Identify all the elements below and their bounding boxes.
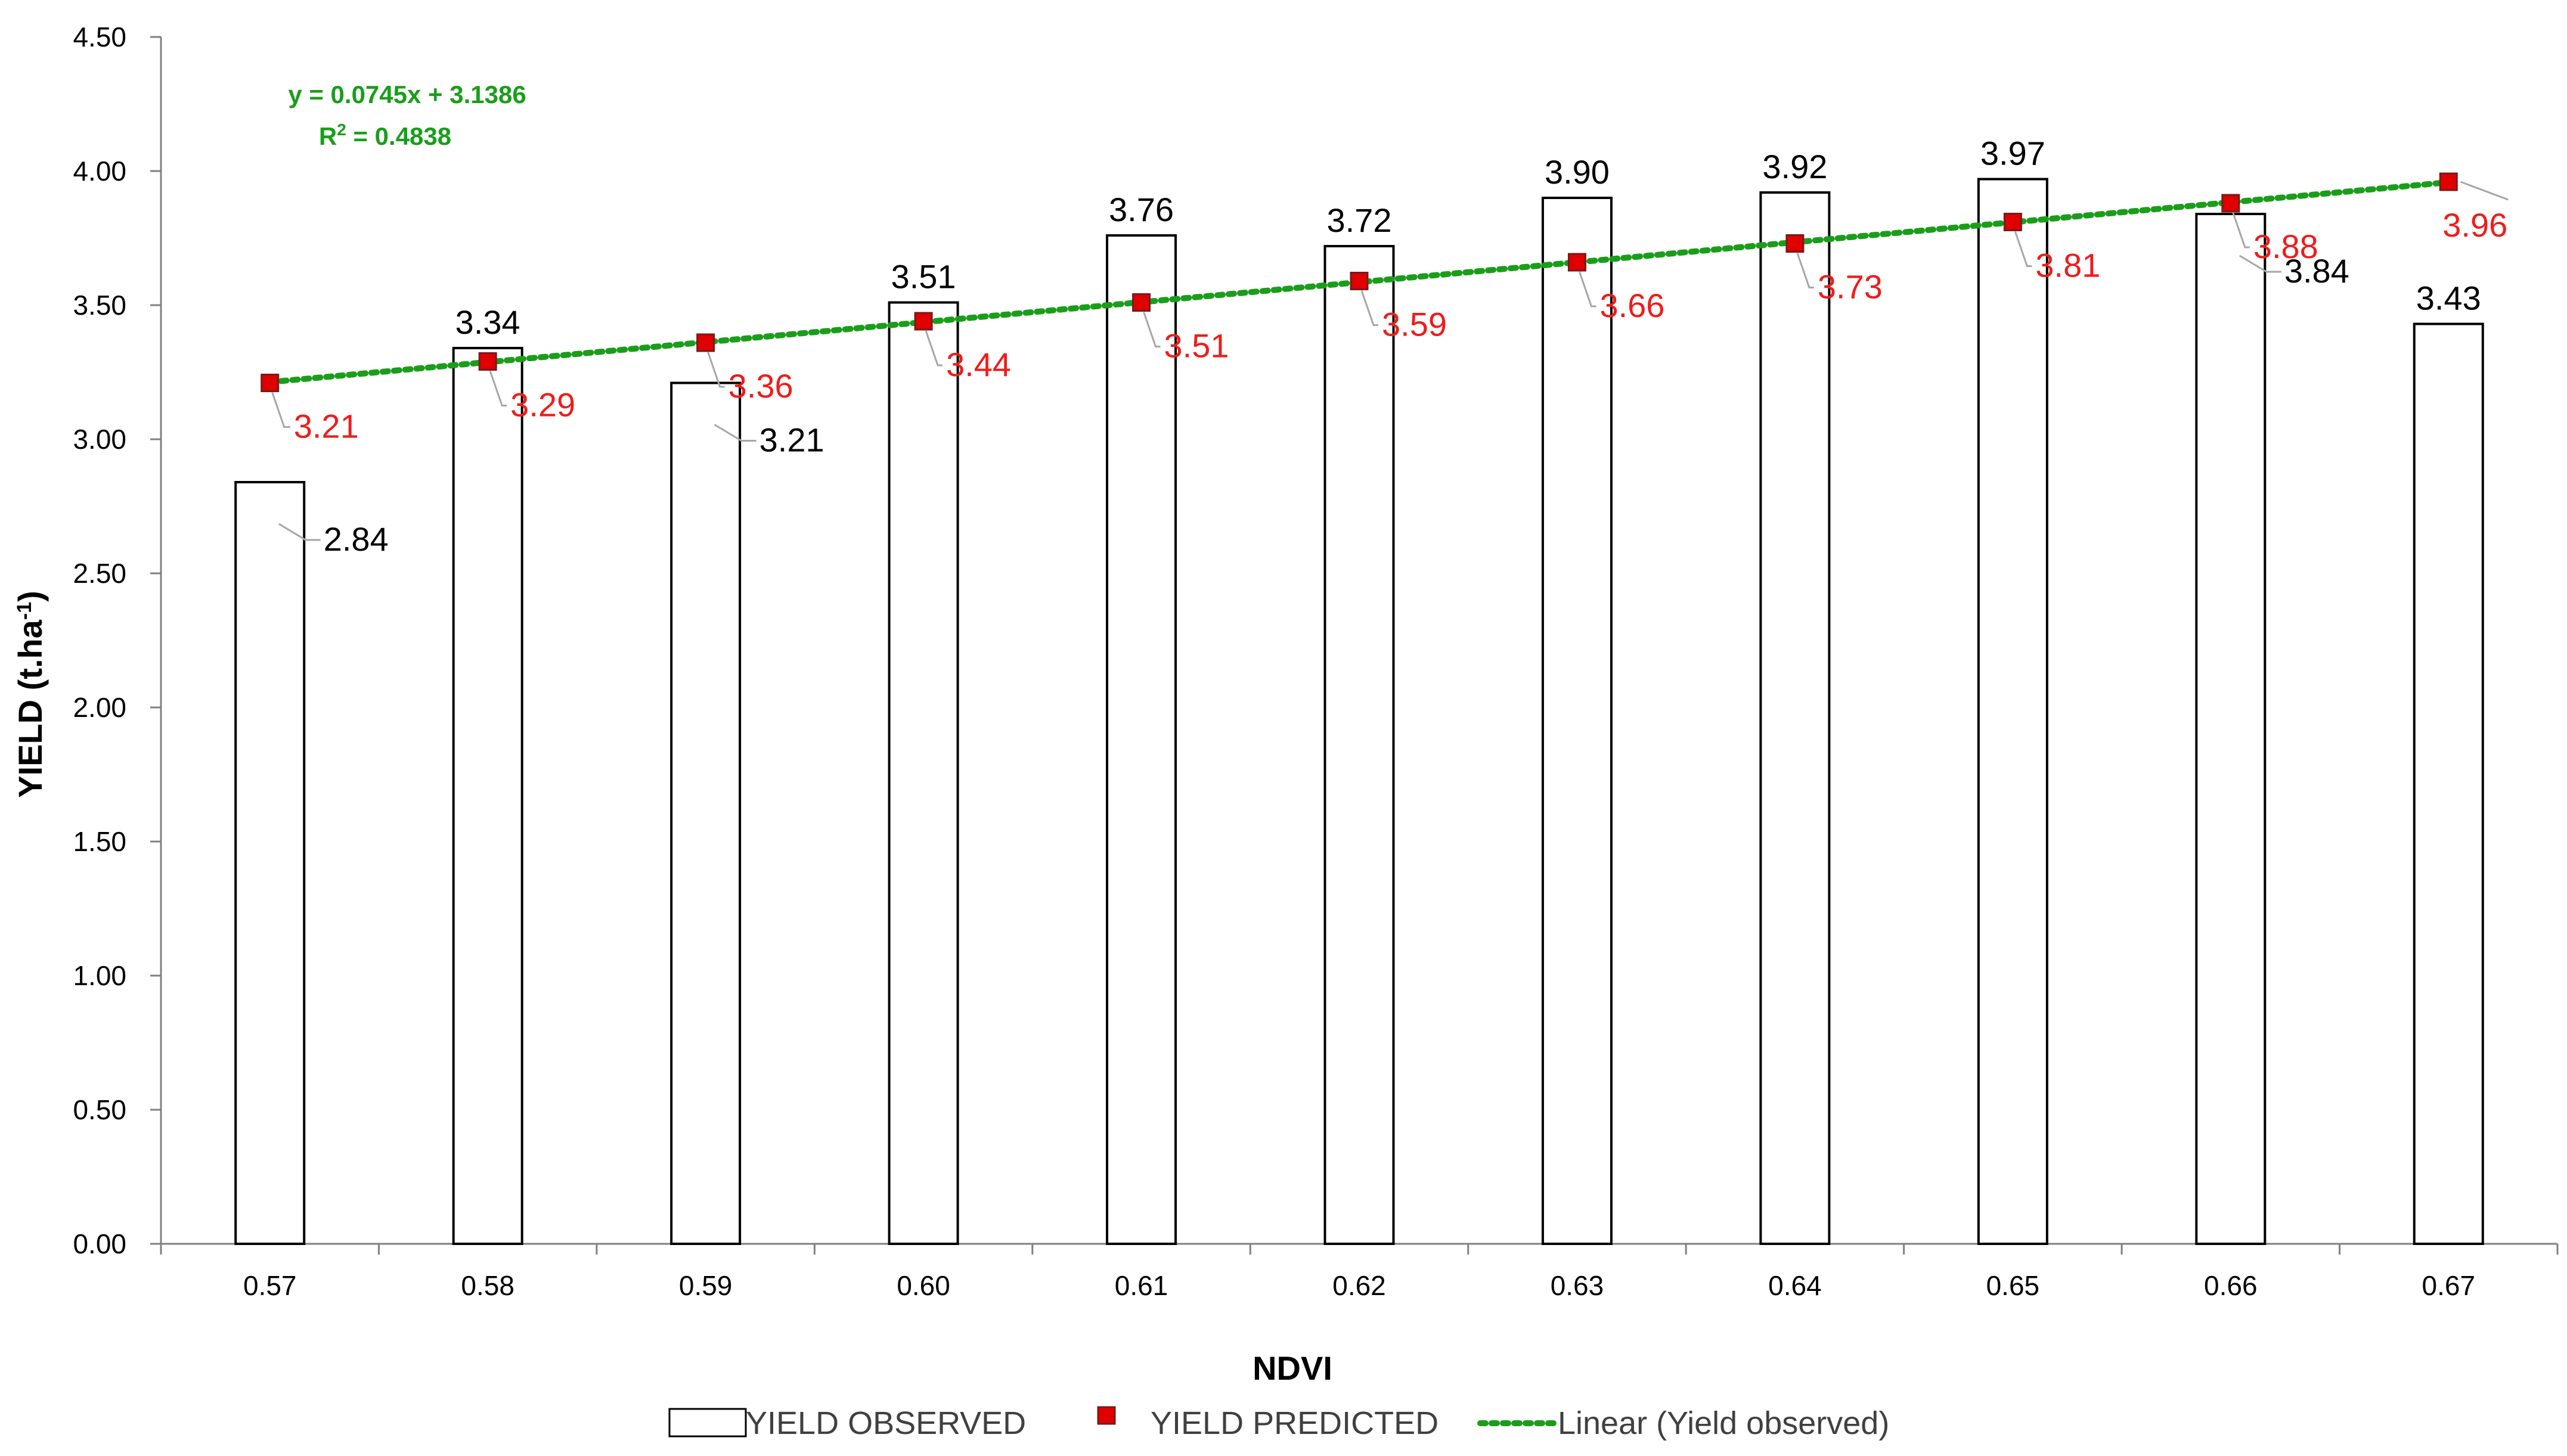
x-tick-label: 0.67 xyxy=(2422,1270,2476,1301)
observed-bar xyxy=(1541,197,1613,1245)
legend-observed-swatch xyxy=(668,1408,747,1438)
data-labels: 2.84 3.34 3.21 3.51 3.76 3.72 3.90 3.92 3.97 3.84… xyxy=(294,135,2508,558)
observed-bar xyxy=(670,381,742,1245)
predicted-markers xyxy=(261,172,2458,392)
label-leader-lines xyxy=(271,181,2509,541)
predicted-leader-line xyxy=(1143,312,1161,347)
observed-value-label: 3.97 xyxy=(1980,135,2045,172)
trend-r-squared: R2 = 0.4838 xyxy=(319,120,451,150)
predicted-leader-line xyxy=(707,352,725,388)
predicted-marker xyxy=(2439,172,2458,191)
y-tick-label: 0.00 xyxy=(73,1228,126,1259)
x-tick-label: 0.58 xyxy=(461,1270,514,1301)
observed-bar xyxy=(1323,245,1395,1245)
x-tick-label: 0.57 xyxy=(243,1270,297,1301)
predicted-marker xyxy=(696,333,715,352)
observed-leader-line xyxy=(714,424,757,442)
y-tick-label: 4.00 xyxy=(73,156,126,187)
y-tick-label: 1.00 xyxy=(73,960,126,991)
trend-equation: y = 0.0745x + 3.1386 xyxy=(288,80,526,108)
x-tick-label: 0.59 xyxy=(679,1270,733,1301)
predicted-value-label: 3.66 xyxy=(1599,287,1664,324)
x-tick-label: 0.63 xyxy=(1551,1270,1604,1301)
predicted-leader-line xyxy=(2014,231,2032,267)
predicted-marker xyxy=(1567,253,1586,272)
legend-trendline-label: Linear (Yield observed) xyxy=(1558,1405,1889,1441)
predicted-marker xyxy=(1785,234,1805,253)
observed-bar xyxy=(2413,322,2484,1245)
y-tick-label: 2.50 xyxy=(73,558,126,589)
observed-value-label: 3.92 xyxy=(1762,148,1827,185)
y-tick-label: 4.50 xyxy=(73,21,126,52)
legend-predicted-swatch xyxy=(1097,1406,1116,1425)
y-tick-label: 3.00 xyxy=(73,424,126,455)
observed-bar xyxy=(888,301,959,1245)
observed-bar xyxy=(234,481,306,1245)
y-tick-label: 0.50 xyxy=(73,1094,126,1125)
observed-bar xyxy=(452,347,523,1245)
observed-value-label: 3.76 xyxy=(1109,191,1174,228)
x-tick-label: 0.64 xyxy=(1768,1270,1822,1301)
observed-value-label: 3.51 xyxy=(891,258,956,296)
observed-bar xyxy=(2195,213,2267,1245)
observed-value-label: 3.21 xyxy=(759,421,824,459)
observed-bars xyxy=(234,178,2484,1245)
predicted-leader-line xyxy=(271,392,290,428)
predicted-value-label: 3.81 xyxy=(2035,247,2100,284)
predicted-leader-line xyxy=(2460,181,2509,201)
predicted-leader-line xyxy=(2232,212,2250,249)
predicted-marker xyxy=(1350,272,1369,290)
axes: 0.00 0.50 1.00 1.50 2.00 2.50 3.00 3.50 4.00 4.50… xyxy=(73,21,2559,1301)
predicted-marker xyxy=(2003,213,2022,231)
observed-bar xyxy=(1759,191,1831,1245)
predicted-marker xyxy=(914,312,933,331)
x-tick-label: 0.66 xyxy=(2204,1270,2258,1301)
y-tick-label: 1.50 xyxy=(73,826,126,857)
predicted-value-label: 3.21 xyxy=(294,408,359,445)
predicted-leader-line xyxy=(1360,290,1378,326)
predicted-value-label: 3.29 xyxy=(510,386,575,424)
predicted-leader-line xyxy=(489,371,507,406)
observed-bar xyxy=(1106,234,1177,1245)
observed-leader-line xyxy=(2239,254,2281,273)
observed-value-label: 3.43 xyxy=(2416,280,2481,317)
y-tick-label: 3.50 xyxy=(73,290,126,321)
predicted-leader-line xyxy=(1796,253,1814,288)
predicted-value-label: 3.59 xyxy=(1382,306,1447,343)
predicted-value-label: 3.44 xyxy=(946,346,1011,383)
observed-leader-line xyxy=(278,523,321,541)
observed-value-label: 2.84 xyxy=(324,520,389,558)
predicted-value-label: 3.73 xyxy=(1818,268,1883,306)
predicted-leader-line xyxy=(925,330,943,367)
predicted-value-label: 3.36 xyxy=(728,367,793,405)
predicted-marker xyxy=(1132,293,1151,312)
predicted-value-label: 3.51 xyxy=(1164,327,1229,365)
y-axis-title: YIELD (t.ha-1) xyxy=(11,591,49,798)
observed-value-label: 3.72 xyxy=(1327,201,1392,239)
observed-value-label: 3.90 xyxy=(1545,153,1610,191)
observed-value-label: 3.84 xyxy=(2284,252,2349,290)
y-tick-label: 2.00 xyxy=(73,692,126,723)
x-tick-label: 0.65 xyxy=(1986,1270,2040,1301)
x-tick-label: 0.62 xyxy=(1332,1270,1386,1301)
observed-bar xyxy=(1977,178,2048,1245)
x-axis-title: NDVI xyxy=(1253,1349,1332,1387)
x-tick-label: 0.60 xyxy=(897,1270,950,1301)
legend-observed-label: YIELD OBSERVED xyxy=(746,1405,1026,1441)
predicted-marker xyxy=(261,374,280,392)
legend-predicted-label: YIELD PREDICTED xyxy=(1151,1405,1438,1441)
predicted-value-label: 3.88 xyxy=(2253,228,2318,265)
predicted-marker xyxy=(478,352,497,371)
legend: YIELD OBSERVED YIELD PREDICTED Linear (Y… xyxy=(668,1405,1889,1441)
observed-value-label: 3.34 xyxy=(455,303,520,341)
predicted-marker xyxy=(2221,194,2240,213)
x-tick-label: 0.61 xyxy=(1115,1270,1168,1301)
predicted-value-label: 3.96 xyxy=(2442,206,2507,244)
predicted-leader-line xyxy=(1579,271,1596,308)
